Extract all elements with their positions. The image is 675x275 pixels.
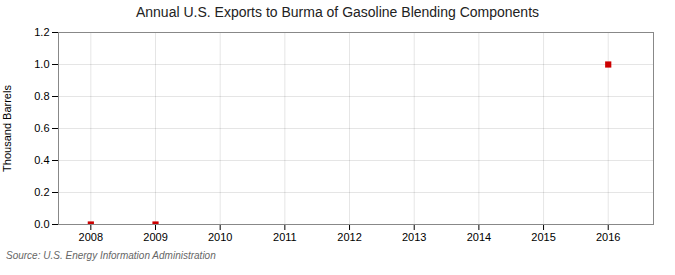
svg-text:1.2: 1.2 [34, 26, 49, 38]
svg-text:2016: 2016 [596, 231, 620, 243]
svg-text:2015: 2015 [531, 231, 555, 243]
svg-text:2012: 2012 [337, 231, 361, 243]
svg-text:2008: 2008 [79, 231, 103, 243]
svg-text:0.4: 0.4 [34, 154, 49, 166]
svg-text:0.8: 0.8 [34, 90, 49, 102]
svg-text:0.0: 0.0 [34, 218, 49, 230]
svg-text:2009: 2009 [143, 231, 167, 243]
svg-text:0.2: 0.2 [34, 186, 49, 198]
svg-text:2011: 2011 [273, 231, 297, 243]
svg-text:0.6: 0.6 [34, 122, 49, 134]
html-text:Annual U.S. Exports to Burma o: Annual U.S. Exports to Burma of Gasoline… [135, 4, 539, 20]
svg-text:Thousand Barrels: Thousand Barrels [1, 85, 13, 172]
svg-text:2013: 2013 [402, 231, 426, 243]
svg-text:1.0: 1.0 [34, 58, 49, 70]
svg-text:2014: 2014 [467, 231, 491, 243]
html-text:Source: U.S. Energy Informatio: Source: U.S. Energy Information Administ… [6, 250, 216, 261]
svg-text:2010: 2010 [208, 231, 232, 243]
